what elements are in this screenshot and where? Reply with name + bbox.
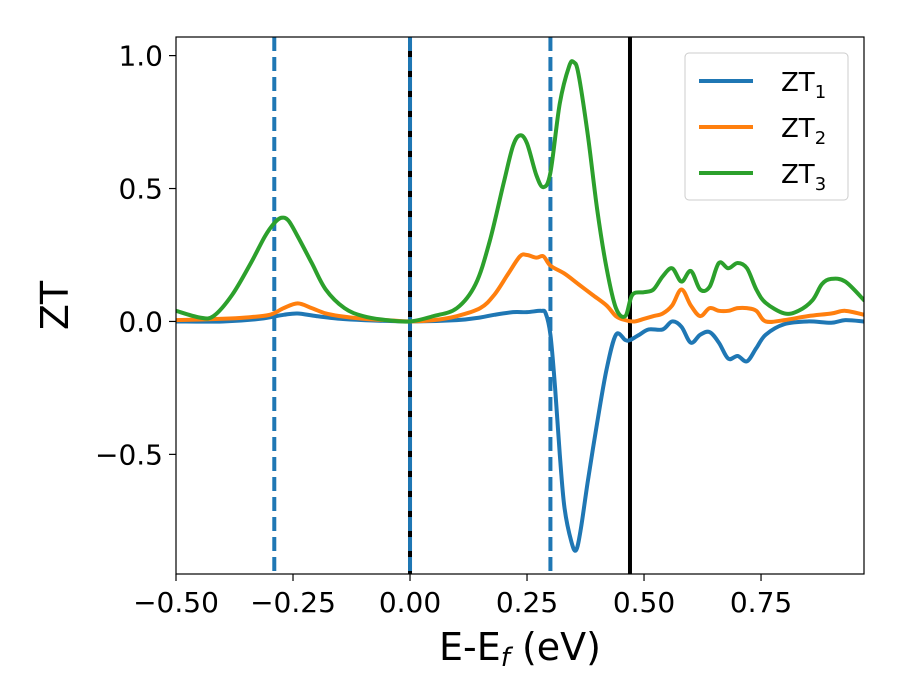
x-axis-ticks: −0.50 −0.25 0.00 0.25 0.50 0.75 [133, 574, 792, 619]
x-tick-label: −0.50 [133, 586, 219, 619]
y-tick-label: 0.5 [118, 173, 163, 206]
series-line-zt1 [176, 308, 864, 553]
reference-lines [272, 37, 632, 574]
x-tick-label: 0.25 [496, 586, 558, 619]
legend: ZT1 ZT2 ZT3 [684, 52, 849, 201]
series-lines [176, 59, 864, 553]
x-axis-label: E-Ef (eV) [439, 625, 601, 673]
x-tick-label: 0.50 [613, 586, 675, 619]
x-tick-label: 0.75 [730, 586, 792, 619]
x-axis-label-suffix: (eV) [510, 625, 601, 669]
legend-box [684, 52, 849, 201]
legend-label-zt3: ZT3 [781, 160, 826, 195]
legend-label-zt1: ZT1 [781, 68, 826, 103]
y-axis-label: ZT [33, 280, 77, 330]
y-tick-label: 1.0 [118, 40, 163, 73]
series-line-zt3 [176, 59, 864, 324]
plot-area-frame [175, 36, 865, 575]
y-tick-label: −0.5 [95, 438, 163, 471]
x-tick-label: −0.25 [250, 586, 336, 619]
y-tick-label: 0.0 [118, 305, 163, 338]
y-axis-ticks: −0.5 0.0 0.5 1.0 [95, 40, 176, 471]
x-axis-label-main: E-E [439, 625, 501, 669]
x-tick-label: 0.00 [379, 586, 441, 619]
series-line-zt2 [176, 252, 864, 325]
legend-label-zt2: ZT2 [781, 114, 826, 149]
